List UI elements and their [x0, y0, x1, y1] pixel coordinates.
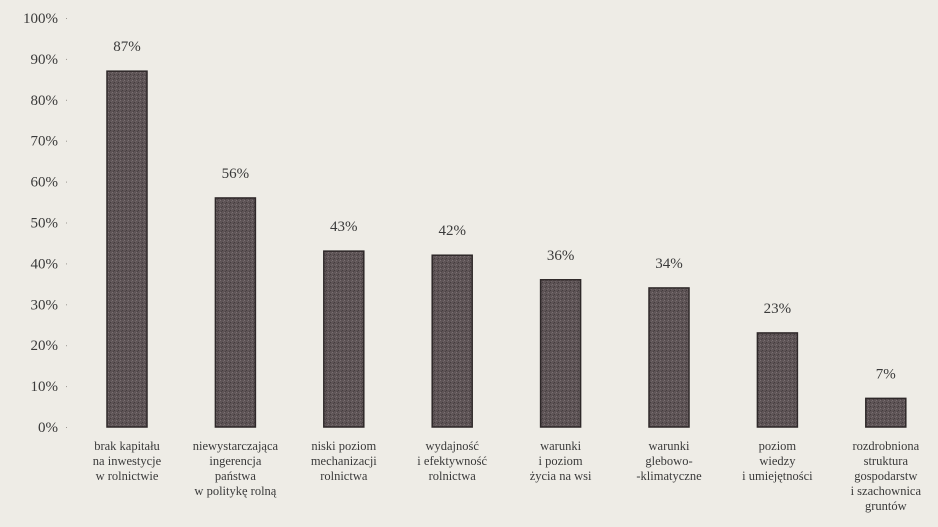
y-tick-mark	[66, 140, 67, 142]
category-label-line: życia na wsi	[530, 469, 592, 483]
y-tick-label: 70%	[31, 134, 59, 150]
bar	[431, 254, 473, 428]
y-tick-label: 30%	[31, 297, 59, 313]
category-label-line: niski poziom	[311, 439, 376, 453]
y-tick-mark	[66, 99, 67, 101]
category-label: wydajność i efektywność rolnictwa	[417, 439, 487, 483]
category-label-line: warunki	[540, 439, 581, 453]
data-label: 23%	[764, 301, 792, 317]
category-label-line: struktura	[864, 454, 909, 468]
data-label: 7%	[876, 366, 896, 382]
bar	[323, 250, 365, 428]
category-label-line: państwa	[215, 469, 256, 483]
category-label-line: wiedzy	[759, 454, 796, 468]
data-label: 56%	[222, 166, 250, 182]
category-label-line: i efektywność	[417, 454, 487, 468]
bar	[648, 287, 690, 428]
data-label: 42%	[438, 223, 466, 239]
category-label-line: wydajność	[425, 439, 479, 453]
y-tick-label: 90%	[31, 52, 59, 68]
y-tick-mark	[66, 345, 67, 347]
y-tick-label: 40%	[31, 256, 59, 272]
bar	[539, 279, 582, 428]
category-label-line: poziom	[759, 439, 797, 453]
y-tick-mark	[66, 222, 67, 224]
y-tick-label: 20%	[31, 338, 59, 354]
category-label-line: -klimatyczne	[636, 469, 702, 483]
y-tick-label: 60%	[31, 175, 59, 191]
category-label-line: i szachownica	[851, 484, 922, 498]
y-tick-label: 10%	[31, 379, 59, 395]
category-label-line: w politykę rolną	[194, 484, 276, 498]
y-tick-label: 0%	[38, 420, 58, 436]
category-labels-group: brak kapitału na inwestycje w rolnictwie ni…	[93, 439, 922, 513]
category-label-line: rolnictwa	[429, 469, 477, 483]
category-label: warunki glebowo--klimatyczne	[636, 439, 702, 483]
y-tick-mark	[66, 181, 67, 183]
y-tick-mark	[66, 18, 67, 19]
y-tick-label: 50%	[31, 216, 59, 232]
category-label-line: warunki	[649, 439, 690, 453]
category-label-line: i umiejętności	[742, 469, 813, 483]
category-label: warunki i poziom życia na wsi	[530, 439, 592, 483]
bar	[106, 70, 148, 428]
category-label-line: niewystarczająca	[193, 439, 279, 453]
category-label: brak kapitału na inwestycje w rolnictwie	[93, 439, 162, 483]
data-label: 36%	[547, 248, 575, 264]
category-label-line: glebowo-	[645, 454, 692, 468]
data-labels-group: 87% 56% 43% 42% 36% 34% 23% 7%	[113, 39, 896, 382]
bar	[865, 397, 907, 428]
category-label: poziom wiedzy i umiejętności	[742, 439, 813, 483]
y-tick-mark	[66, 263, 67, 265]
data-label: 87%	[113, 39, 141, 55]
category-label-line: na inwestycje	[93, 454, 162, 468]
category-label-line: w rolnictwie	[96, 469, 159, 483]
category-label: niewystarczająca ingerencja państwa w polit…	[193, 439, 279, 498]
data-label: 43%	[330, 219, 358, 235]
category-label-line: rolnictwa	[320, 469, 368, 483]
category-label-line: gruntów	[865, 499, 907, 513]
y-tick-label: 100%	[23, 11, 58, 27]
y-axis: 0% 10% 20% 30% 40% 50% 60% 70% 80% 90% 100%	[23, 11, 67, 436]
bars-group	[106, 70, 907, 428]
y-tick-mark	[66, 58, 67, 60]
category-label-line: brak kapitału	[94, 439, 160, 453]
y-tick-mark	[66, 304, 67, 306]
category-label-line: gospodarstw	[854, 469, 917, 483]
category-label-line: mechanizacji	[311, 454, 377, 468]
category-label-line: rozdrobniona	[852, 439, 919, 453]
category-label-line: ingerencja	[209, 454, 262, 468]
category-label: niski poziom mechanizacji rolnictwa	[311, 439, 377, 483]
y-tick-label: 80%	[31, 93, 59, 109]
category-label-line: i poziom	[539, 454, 583, 468]
y-tick-mark	[66, 427, 67, 428]
y-tick-mark	[66, 386, 67, 388]
bar	[214, 197, 257, 428]
bar	[756, 332, 799, 428]
data-label: 34%	[655, 256, 683, 272]
category-label: rozdrobniona struktura gospodarstw i szacho…	[851, 439, 922, 513]
